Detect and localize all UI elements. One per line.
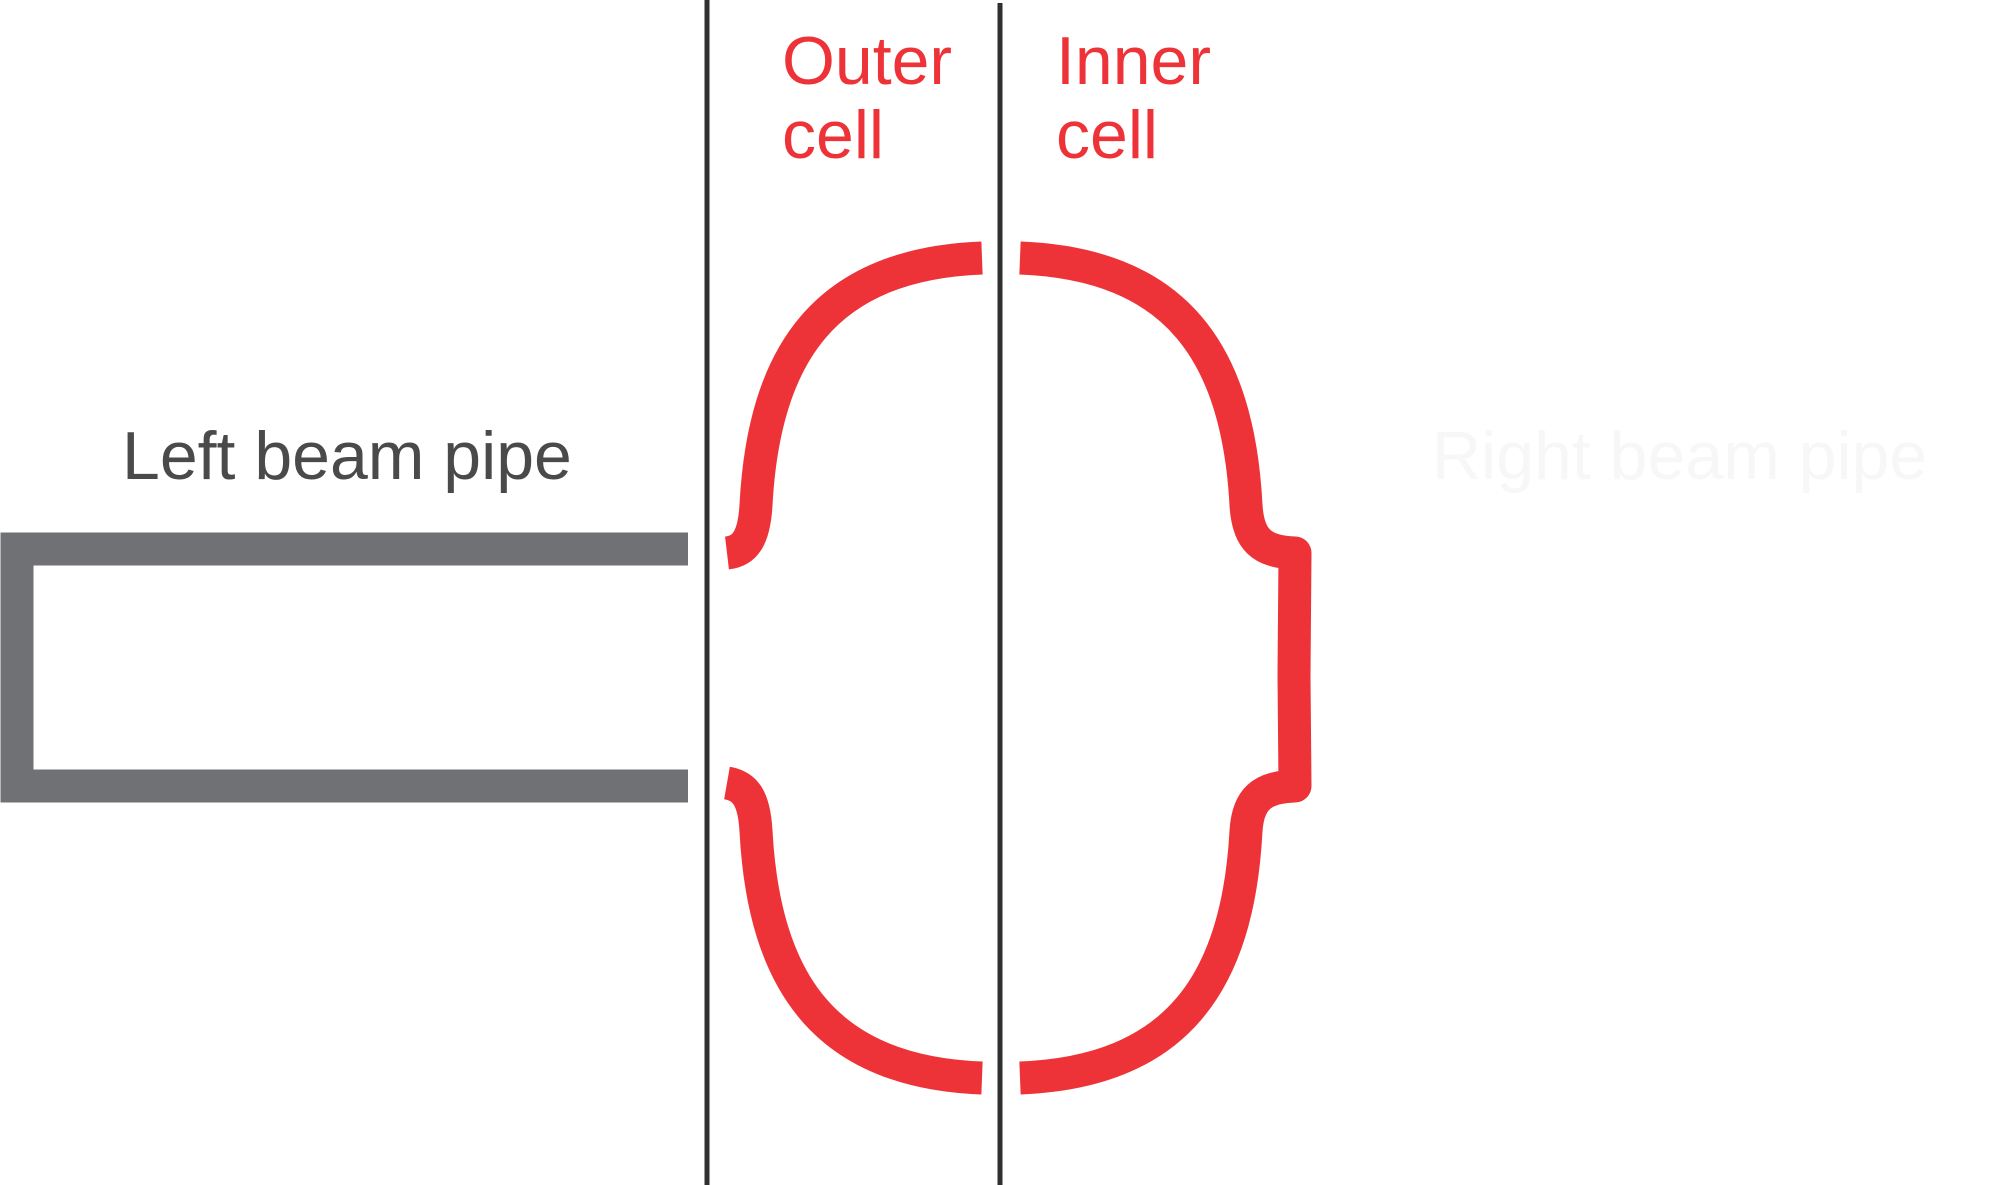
inner-cell-label-line1: Inner [1056, 23, 1211, 99]
outer-cell-label-line2: cell [782, 97, 884, 173]
outer-cell-label-line1: Outer [782, 23, 952, 99]
outer-cell-profile-top [723, 241, 983, 570]
left-beam-pipe-label: Left beam pipe [122, 418, 572, 494]
inner-cell-label-line2: cell [1056, 97, 1158, 173]
left-beam-pipe-shape [0, 532, 688, 803]
outer-cell-profile-bottom [723, 766, 983, 1095]
inner-cell-profile [1019, 241, 1312, 1095]
right-beam-pipe-label: Right beam pipe [1432, 418, 1927, 494]
